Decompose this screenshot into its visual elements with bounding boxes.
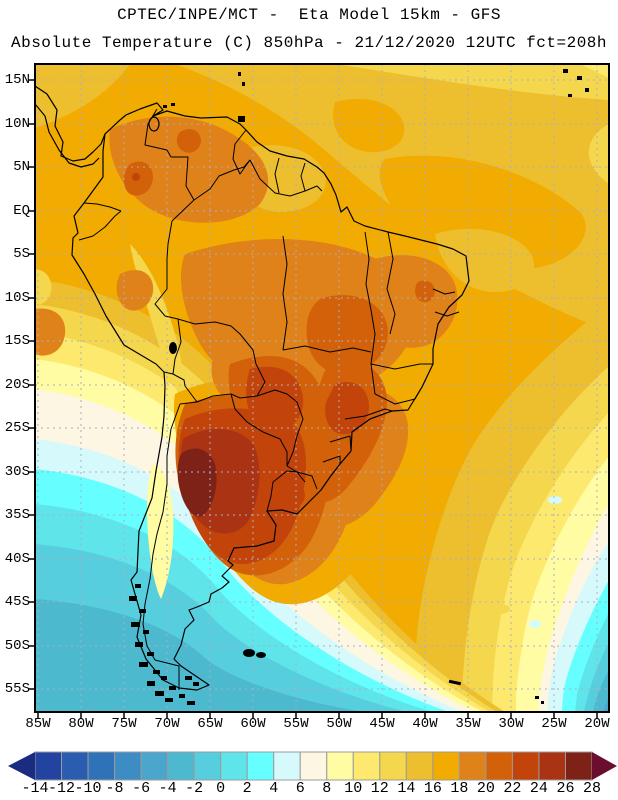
colorbar-tick-6: 6	[295, 780, 305, 797]
colorbar-tick-16: 16	[423, 780, 442, 797]
colorbar-cell--10-to--8	[87, 751, 116, 781]
colorbar-cell-22-to-24	[511, 751, 540, 781]
lon-label-70W: 70W	[154, 716, 180, 732]
lon-label-50W: 50W	[326, 716, 352, 732]
lon-label-40W: 40W	[412, 716, 438, 732]
lon-label-35W: 35W	[455, 716, 481, 732]
lat-label-5N: 5N	[13, 159, 30, 175]
falkland-islands	[243, 649, 255, 657]
temperature-colorbar	[8, 751, 617, 781]
lon-label-60W: 60W	[240, 716, 266, 732]
lat-label-20S: 20S	[4, 377, 30, 393]
colorbar-tick--6: -6	[132, 780, 151, 797]
lon-label-65W: 65W	[197, 716, 223, 732]
colorbar-tick-24: 24	[529, 780, 548, 797]
lat-label-25S: 25S	[4, 420, 30, 436]
colorbar-cell--12-to--10	[61, 751, 89, 781]
lat-label-55S: 55S	[4, 681, 30, 697]
colorbar-cell-0-to-2	[220, 751, 248, 781]
map-frame	[34, 63, 610, 713]
coastlines-borders	[35, 69, 589, 705]
colorbar-cell-4-to-6	[273, 751, 301, 781]
lat-label-EQ: EQ	[13, 203, 30, 219]
lon-label-85W: 85W	[25, 716, 51, 732]
lon-label-80W: 80W	[68, 716, 94, 732]
colorbar-tick--10: -10	[74, 780, 102, 797]
lon-label-75W: 75W	[111, 716, 137, 732]
lat-label-40S: 40S	[4, 551, 30, 567]
trinidad-island	[238, 116, 245, 122]
colorbar-tick-4: 4	[269, 780, 279, 797]
lat-label-10N: 10N	[4, 116, 30, 132]
lake-titicaca	[169, 342, 177, 354]
temperature-field	[35, 64, 609, 712]
colorbar-cell--2-to-0	[193, 751, 222, 781]
lat-label-30S: 30S	[4, 464, 30, 480]
colorbar-tick-26: 26	[556, 780, 575, 797]
lat-label-5S: 5S	[13, 246, 30, 262]
patagonia-archipelago	[129, 584, 199, 705]
colorbar-cell-14-to-16	[405, 751, 434, 781]
cape-verde-islands	[563, 69, 568, 73]
map-title-model: CPTEC/INPE/MCT - Eta Model 15km - GFS	[117, 6, 501, 24]
lat-label-45S: 45S	[4, 594, 30, 610]
south-america-coastline	[71, 102, 470, 691]
colorbar-cell-16-to-18	[432, 751, 460, 781]
colorbar-tick-8: 8	[322, 780, 332, 797]
central-america-coastline	[35, 85, 106, 162]
colorbar-tick--14: -14	[21, 780, 49, 797]
lat-label-35S: 35S	[4, 507, 30, 523]
colorbar-tick-14: 14	[397, 780, 416, 797]
country-borders	[78, 108, 460, 690]
colorbar-tick-2: 2	[242, 780, 252, 797]
colorbar-left-arrow	[8, 752, 35, 780]
colorbar-tick--4: -4	[158, 780, 177, 797]
colorbar-cell--6-to--4	[140, 751, 169, 781]
lon-label-45W: 45W	[369, 716, 395, 732]
lon-label-25W: 25W	[541, 716, 567, 732]
colorbar-cell--14-to--12	[34, 751, 63, 781]
colorbar-cell-20-to-22	[485, 751, 513, 781]
colorbar-tick--2: -2	[185, 780, 204, 797]
lat-label-50S: 50S	[4, 638, 30, 654]
graticule-grid	[35, 64, 609, 712]
lat-label-15N: 15N	[4, 72, 30, 88]
colorbar-cell-26-to-28	[564, 751, 593, 781]
colorbar-tick--12: -12	[48, 780, 76, 797]
lat-label-10S: 10S	[4, 290, 30, 306]
colorbar-tick-12: 12	[370, 780, 389, 797]
colorbar-cell-18-to-20	[458, 751, 487, 781]
colorbar-cell-12-to-14	[379, 751, 407, 781]
colorbar-tick-18: 18	[450, 780, 469, 797]
colorbar-cell-8-to-10	[326, 751, 354, 781]
colorbar-cell-2-to-4	[246, 751, 275, 781]
colorbar-cell-10-to-12	[352, 751, 381, 781]
central-america-pacific-coast	[35, 103, 100, 168]
islands	[129, 69, 589, 705]
lon-label-55W: 55W	[283, 716, 309, 732]
colorbar-tick-10: 10	[344, 780, 363, 797]
colorbar-right-arrow	[592, 752, 617, 780]
lon-label-20W: 20W	[584, 716, 610, 732]
colorbar-tick-20: 20	[476, 780, 495, 797]
colorbar-cell--8-to--6	[114, 751, 142, 781]
south-georgia-island	[448, 679, 462, 686]
colorbar-cell--4-to--2	[167, 751, 195, 781]
colorbar-tick-22: 22	[503, 780, 522, 797]
colorbar-cell-6-to-8	[299, 751, 328, 781]
colorbar-tick-28: 28	[582, 780, 601, 797]
lat-label-15S: 15S	[4, 333, 30, 349]
lake-maracaibo	[148, 116, 160, 132]
map-title-field: Absolute Temperature (C) 850hPa - 21/12/…	[11, 34, 607, 52]
colorbar-tick-0: 0	[216, 780, 226, 797]
lon-label-30W: 30W	[498, 716, 524, 732]
colorbar-cell-24-to-26	[538, 751, 566, 781]
axis-ticks	[28, 79, 598, 719]
colorbar-tick--8: -8	[105, 780, 124, 797]
